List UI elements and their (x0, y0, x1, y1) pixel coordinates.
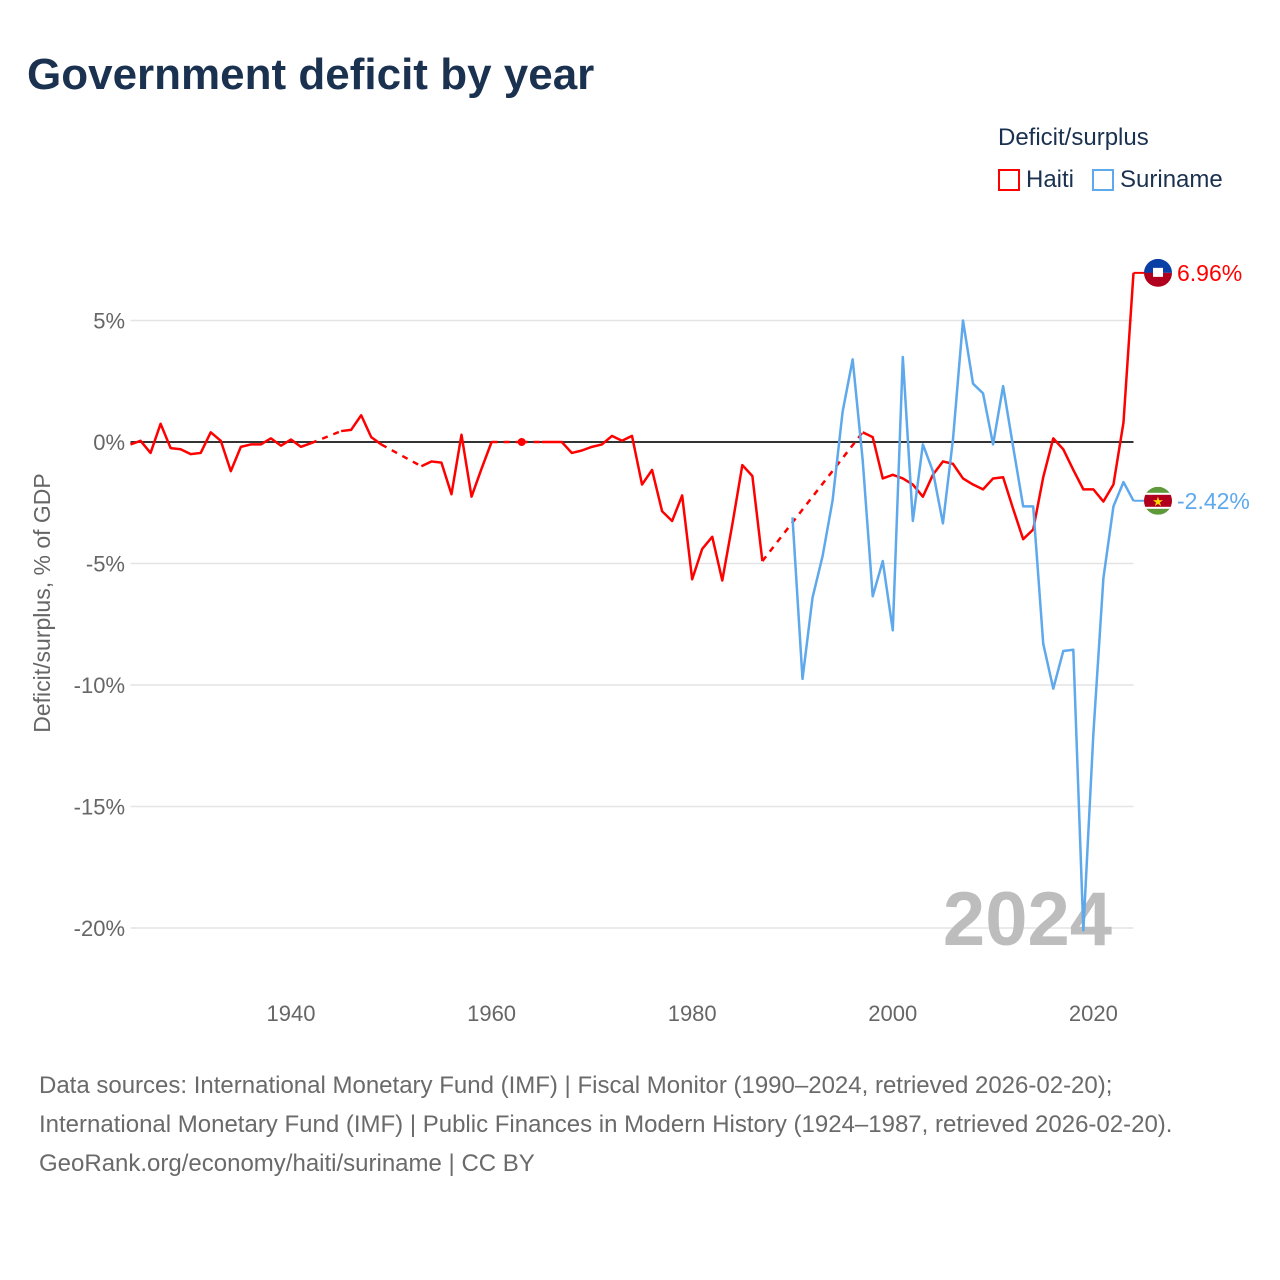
series-line-haiti (420, 433, 493, 498)
flag-stripe (1144, 494, 1172, 507)
footer: Data sources: International Monetary Fun… (39, 1066, 1239, 1183)
end-value-label: 6.96% (1177, 260, 1242, 286)
series-line-suriname (791, 319, 1135, 932)
series-gap-haiti (761, 431, 864, 562)
haiti-flag-icon (1144, 258, 1172, 287)
x-tick-label: 2020 (1069, 1001, 1118, 1026)
x-tick-label: 2000 (868, 1001, 917, 1026)
credit-link[interactable]: GeoRank.org/economy/haiti/suriname | CC … (39, 1150, 535, 1177)
x-tick-label: 1980 (668, 1001, 717, 1026)
series-line-haiti (340, 414, 382, 446)
data-sources: Data sources: International Monetary Fun… (39, 1072, 1173, 1138)
y-tick-label: -20% (74, 916, 125, 941)
legend-label: Haiti (1026, 166, 1075, 193)
page-title: Government deficit by year (27, 50, 595, 99)
legend-label: Suriname (1120, 166, 1223, 193)
flags: ★ (1144, 258, 1172, 515)
legend-item-haiti[interactable]: Haiti (998, 166, 1074, 194)
y-tick-label: 0% (93, 430, 125, 455)
flag-stripe (1144, 272, 1172, 287)
series-gap-haiti (310, 429, 342, 445)
y-tick-label: -15% (74, 795, 125, 820)
grid: 5% 0% -5% -10% -15% -20% 1940 1960 1980 2000 2020 (74, 309, 1134, 1026)
flag-emblem (1153, 267, 1163, 277)
y-axis-label: Deficit/surplus, % of GDP (29, 473, 55, 732)
series-line-haiti (130, 422, 312, 473)
y-tick-label: -5% (86, 552, 125, 577)
legend-swatch-haiti (998, 169, 1020, 191)
y-tick-label: 5% (93, 309, 125, 334)
x-tick-label: 1960 (467, 1001, 516, 1026)
legend-title: Deficit/surplus (998, 124, 1149, 151)
legend-item-suriname[interactable]: Suriname (1092, 166, 1223, 194)
end-value-label: -2.42% (1177, 488, 1250, 514)
flag-star: ★ (1152, 494, 1164, 509)
series-line-haiti (862, 272, 1135, 541)
x-tick-label: 1940 (267, 1001, 316, 1026)
suriname-flag-icon: ★ (1144, 486, 1172, 515)
legend-swatch-suriname (1092, 169, 1115, 191)
legend: Haiti Suriname (998, 166, 1223, 194)
series-gap-haiti (380, 443, 422, 468)
series-line-haiti (541, 434, 764, 582)
series: 6.96% -2.42% (130, 260, 1250, 932)
flag-stripe (1144, 258, 1172, 273)
y-tick-label: -10% (74, 673, 125, 698)
